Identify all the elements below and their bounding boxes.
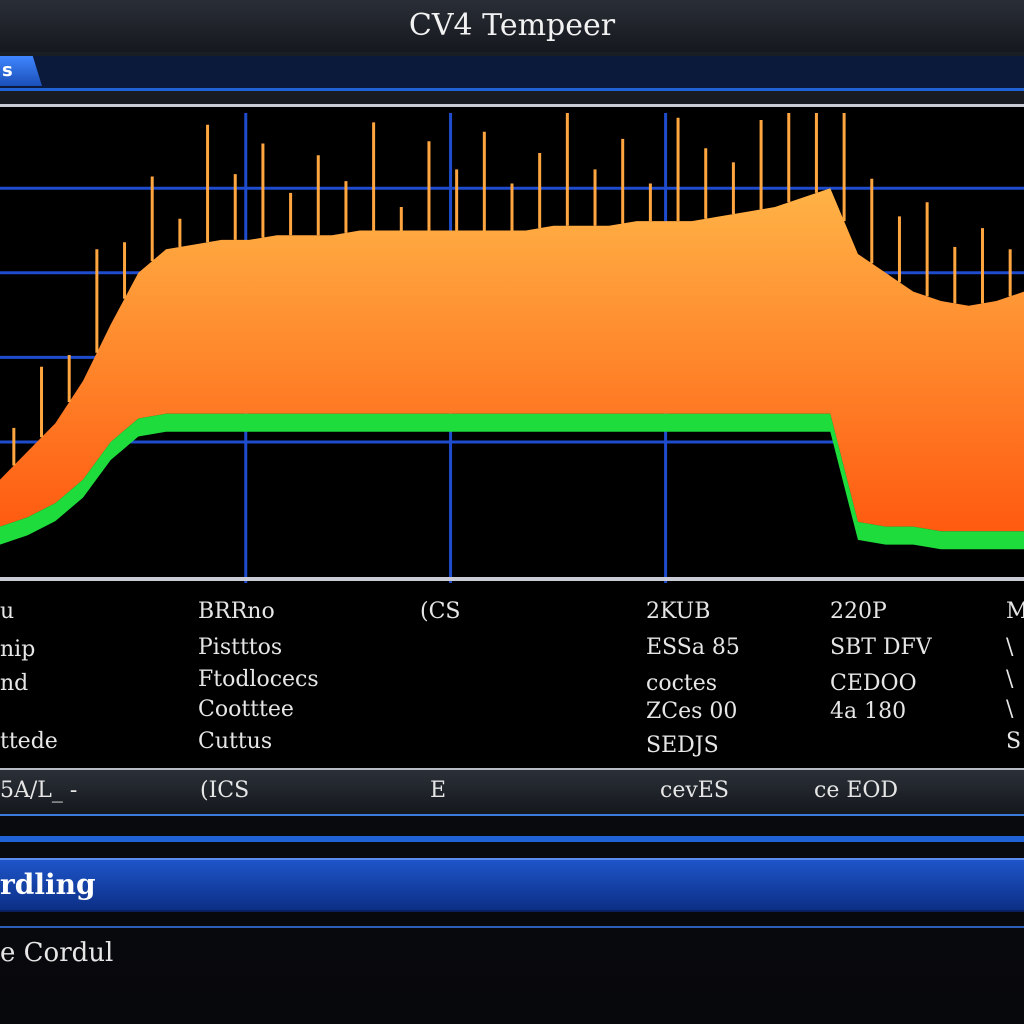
tab-bar: s [0, 56, 1024, 91]
chart-spikes [12, 113, 1012, 466]
footer-label: e Cordul [0, 938, 114, 968]
readout-c1-r5: ttede [0, 729, 58, 754]
status-item-5: ce EOD [814, 778, 899, 803]
readout-c1-r3: nd [0, 671, 29, 696]
readout-c1-r1: u [0, 599, 15, 624]
readout-c2-r5: Cuttus [198, 729, 273, 754]
chart-areas [0, 188, 1024, 550]
readout-c2-r1: BRRno [198, 599, 275, 624]
window-title: CV4 Tempeer [408, 8, 616, 43]
readout-c5-r3: CEDOO [830, 671, 917, 696]
readout-c4-r4: ZCes 00 [646, 699, 738, 724]
section-header[interactable]: rdling [0, 858, 1024, 912]
status-item-4: cevES [660, 778, 729, 803]
status-bar: 5A/L_ - (ICS E cevES ce EOD [0, 768, 1024, 816]
readout-c6-r3: \ [1006, 667, 1014, 692]
series-upper-area [0, 188, 1024, 532]
status-item-2: (ICS [200, 778, 250, 803]
readout-c4-r1: 2KUB [646, 599, 711, 624]
series-lower-band [0, 413, 1024, 550]
readout-c4-r5: SEDJS [646, 733, 719, 758]
divider [0, 836, 1024, 842]
readout-c6-r2: \ [1006, 635, 1014, 660]
status-item-3: E [430, 778, 447, 803]
readout-c2-r3: Ftodlocecs [198, 667, 319, 692]
readout-c1-r2: nip [0, 637, 36, 662]
readout-c2-r2: Pistttos [198, 635, 283, 660]
readout-c3-r1: (CS [420, 599, 461, 624]
chart-panel: u nip nd ttede BRRno Pistttos Ftodlocecs… [0, 104, 1024, 773]
readout-c4-r3: coctes [646, 671, 718, 696]
readout-c5-r4: 4a 180 [830, 699, 907, 724]
readout-c4-r2: ESSa 85 [646, 635, 740, 660]
section-title: rdling [0, 868, 96, 901]
readout-table: u nip nd ttede BRRno Pistttos Ftodlocecs… [0, 587, 1024, 767]
readout-c5-r2: SBT DFV [830, 635, 932, 660]
footer-divider [0, 926, 1024, 928]
readout-c6-r4: \ [1006, 697, 1014, 722]
status-item-1: 5A/L_ - [0, 778, 78, 803]
tab-active[interactable]: s [0, 56, 42, 86]
chart-baseline [0, 577, 1024, 581]
readout-c6-r1: M [1006, 599, 1024, 624]
readout-c5-r1: 220P [830, 599, 887, 624]
readout-c6-r5: S [1006, 729, 1022, 754]
title-bar: CV4 Tempeer [0, 0, 1024, 52]
temperature-chart [0, 113, 1024, 583]
readout-c2-r4: Cootttee [198, 697, 294, 722]
